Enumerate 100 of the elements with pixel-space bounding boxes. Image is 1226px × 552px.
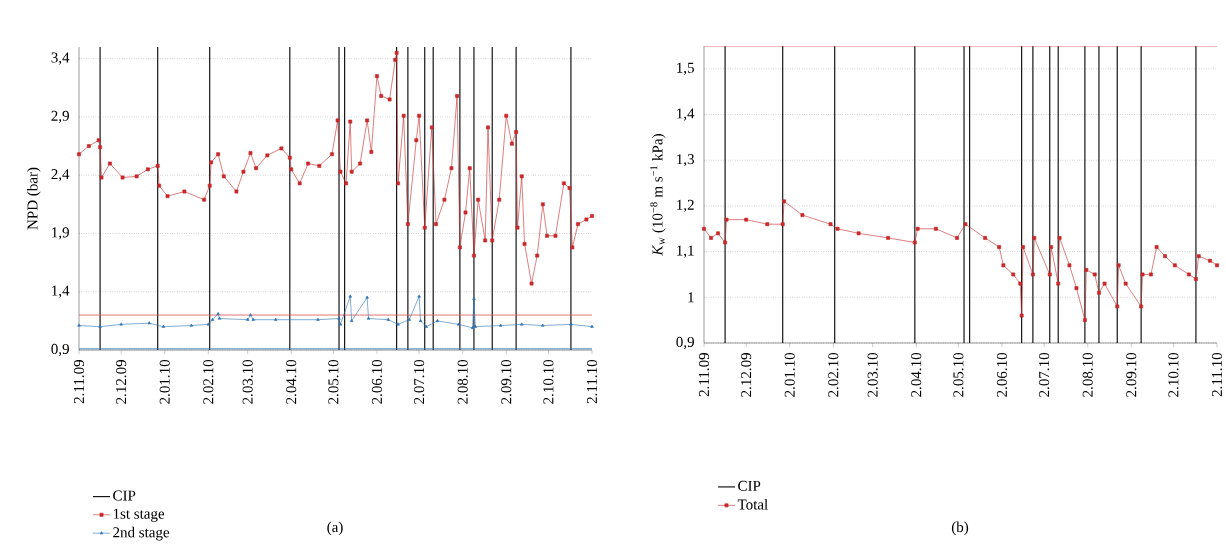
point xyxy=(723,240,727,245)
y-tick-label: 0,9 xyxy=(51,343,69,357)
point xyxy=(206,322,210,326)
point xyxy=(915,226,920,231)
y-tick-label: 0,9 xyxy=(676,336,694,350)
y-axis-title: NPD (bar) xyxy=(27,167,41,230)
point xyxy=(1123,281,1128,286)
point xyxy=(98,324,102,328)
point xyxy=(338,322,343,326)
point xyxy=(1067,263,1072,268)
x-tick-label: 2.02.10 xyxy=(828,353,839,397)
y-tick-label: 1,2 xyxy=(677,199,694,213)
point xyxy=(424,324,428,328)
x-tick-label: 2.04.10 xyxy=(911,353,922,397)
point xyxy=(472,296,476,300)
x-tick-label: 2.11.10 xyxy=(586,360,598,404)
point xyxy=(800,213,805,217)
point xyxy=(1056,281,1061,286)
point xyxy=(456,322,461,326)
x-tick-label: 2.03.10 xyxy=(242,360,253,404)
x-tick-label: 2.05.10 xyxy=(953,353,964,397)
point xyxy=(1084,268,1089,272)
point xyxy=(744,217,749,222)
point xyxy=(709,236,713,240)
point xyxy=(1001,263,1006,268)
point xyxy=(1115,304,1120,309)
point xyxy=(316,317,320,321)
x-tick-label: 2.10.10 xyxy=(1168,353,1179,397)
point xyxy=(470,325,475,329)
point xyxy=(407,317,411,321)
text: (a) xyxy=(327,521,343,536)
point xyxy=(1083,318,1087,323)
point xyxy=(590,324,594,328)
point xyxy=(997,245,1002,249)
point xyxy=(1032,236,1037,240)
point xyxy=(245,317,250,321)
point xyxy=(835,226,840,231)
point xyxy=(716,231,720,236)
text: (b) xyxy=(951,521,969,536)
point xyxy=(1140,272,1145,277)
y-tick-label: 2,9 xyxy=(51,110,69,124)
x-tick-label: 2.11.09 xyxy=(73,360,85,404)
point xyxy=(1074,286,1079,291)
x-tick-label: 2.06.10 xyxy=(996,353,1008,397)
point xyxy=(418,318,423,322)
point xyxy=(349,318,354,322)
point xyxy=(396,322,400,326)
point xyxy=(119,322,123,326)
x-tick-label: 2.01.10 xyxy=(784,353,795,397)
point xyxy=(1011,272,1016,277)
y-axis-title: K$_{w}$ (10$^{−8}$ m s$^{−1}$ kPa) xyxy=(650,134,666,256)
point xyxy=(435,318,440,322)
point xyxy=(1172,263,1177,268)
point xyxy=(161,324,166,328)
point xyxy=(498,323,503,327)
point xyxy=(1116,263,1121,268)
point xyxy=(366,316,371,320)
point xyxy=(1049,245,1054,249)
point xyxy=(1208,258,1212,263)
y-tick-label: 1,3 xyxy=(677,154,694,167)
point xyxy=(1139,304,1144,309)
point xyxy=(1057,236,1062,240)
x-tick-label: 2.11.09 xyxy=(698,353,710,397)
point xyxy=(1092,272,1097,277)
x-tick-label: 2.12.09 xyxy=(116,360,127,404)
point xyxy=(1149,272,1153,277)
y-tick-label: 1,5 xyxy=(677,62,694,75)
point xyxy=(251,317,255,321)
point xyxy=(348,294,352,298)
point xyxy=(1097,290,1101,295)
point xyxy=(1102,281,1107,286)
point xyxy=(1194,277,1198,281)
x-tick-label: 2.05.10 xyxy=(328,360,339,404)
point xyxy=(248,313,253,317)
point xyxy=(77,323,81,327)
legend-label: CIP xyxy=(113,490,136,501)
point xyxy=(210,317,215,321)
x-tick-label: 2.10.10 xyxy=(543,360,554,404)
point xyxy=(702,226,706,231)
point xyxy=(217,316,222,320)
y-tick-label: 1,4 xyxy=(52,285,70,298)
x-tick-label: 2.01.10 xyxy=(159,360,170,404)
point xyxy=(828,222,833,227)
point xyxy=(1019,313,1024,318)
x-tick-label: 2.08.10 xyxy=(457,360,468,404)
x-tick-label: 2.02.10 xyxy=(203,360,214,404)
x-tick-label: 2.06.10 xyxy=(371,360,383,404)
x-tick-label: 2.08.10 xyxy=(1082,353,1093,397)
point xyxy=(417,294,421,298)
point xyxy=(520,322,524,326)
x-tick-label: 2.09.10 xyxy=(1126,353,1137,397)
x-tick-label: 2.09.10 xyxy=(501,360,512,404)
point xyxy=(955,236,959,240)
point xyxy=(1031,272,1035,277)
x-tick-label: 2.04.10 xyxy=(286,360,297,404)
point xyxy=(912,240,917,245)
point xyxy=(337,316,341,320)
x-tick-label: 2.03.10 xyxy=(867,353,878,397)
legend-label: CIP xyxy=(738,480,761,491)
y-tick-label: 2,4 xyxy=(51,169,70,182)
